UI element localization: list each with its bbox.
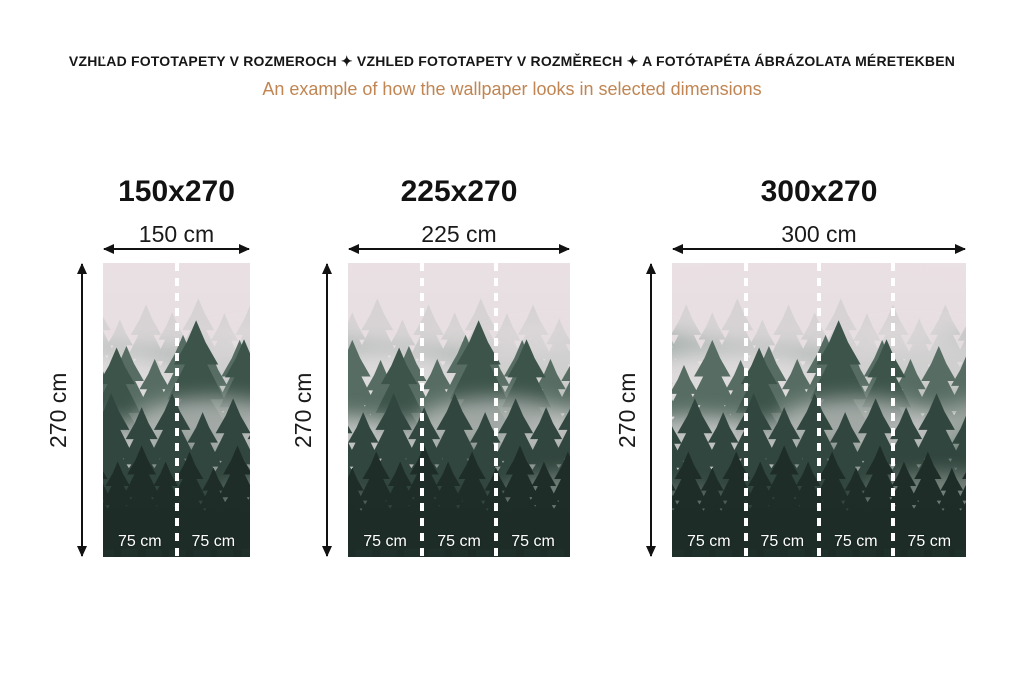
strip-width-label: 75 cm [907,533,952,550]
dimension-panel-300x270: 300x270 300 cm 270 cm 75 cm 75 cm 75 cm … [614,177,966,557]
wallpaper-strip: 75 cm [348,263,424,557]
height-dimension-label: 270 cm [614,372,640,448]
height-arrow [646,263,656,557]
width-dimension-label: 150 cm [138,221,215,247]
panel-segments: 75 cm 75 cm [103,263,250,557]
wallpaper-strip: 75 cm [177,263,251,557]
height-dimension-label: 270 cm [45,372,71,448]
wallpaper-preview-image: 75 cm 75 cm [103,263,250,557]
wallpaper-strip: 75 cm [893,263,967,557]
width-arrow [348,244,570,254]
width-dimension-label: 300 cm [781,221,857,247]
width-arrow [103,244,250,254]
height-dimension-label: 270 cm [290,372,316,448]
wallpaper-strip: 75 cm [422,263,498,557]
strip-width-label: 75 cm [117,533,162,550]
wallpaper-strip: 75 cm [746,263,821,557]
width-dimension-label: 225 cm [421,221,497,247]
strip-width-label: 75 cm [833,533,878,550]
wallpaper-strip: 75 cm [819,263,894,557]
header-title: VZHĽAD FOTOTAPETY V ROZMEROCH ✦ VZHLED F… [68,53,956,69]
header-subtitle: An example of how the wallpaper looks in… [262,79,762,99]
panel-title: 150x270 [118,175,235,208]
strip-width-label: 75 cm [511,533,555,550]
height-arrow [77,263,87,557]
strip-width-label: 75 cm [437,533,481,550]
wallpaper-strip: 75 cm [496,263,570,557]
panel-title: 300x270 [760,175,878,208]
panel-segments: 75 cm 75 cm 75 cm 75 cm [672,263,966,557]
width-arrow [672,244,966,254]
panel-segments: 75 cm 75 cm 75 cm [348,263,570,557]
strip-width-label: 75 cm [191,533,236,550]
panel-title: 225x270 [400,175,518,208]
strip-width-label: 75 cm [363,533,407,550]
wallpaper-preview-image: 75 cm 75 cm 75 cm [348,263,570,557]
strip-width-label: 75 cm [686,533,731,550]
strip-width-label: 75 cm [760,533,805,550]
wallpaper-strip: 75 cm [103,263,178,557]
dimension-panel-150x270: 150x270 150 cm 270 cm 75 cm 75 cm [45,177,250,557]
dimension-panel-225x270: 225x270 225 cm 270 cm 75 cm 75 cm 75 cm [290,177,570,557]
wallpaper-preview-image: 75 cm 75 cm 75 cm 75 cm [672,263,966,557]
wallpaper-strip: 75 cm [672,263,747,557]
height-arrow [322,263,332,557]
